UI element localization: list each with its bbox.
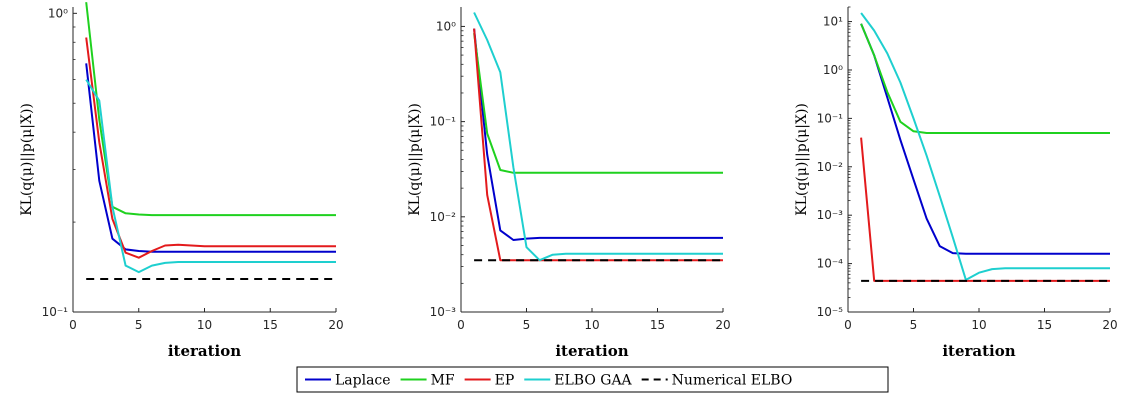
y-tick-label: 10⁻² <box>817 160 844 174</box>
x-tick-label: 15 <box>1037 318 1052 332</box>
series-line-ep <box>85 37 336 259</box>
series-line-mf <box>860 23 1110 134</box>
y-tick-label: 10⁻² <box>430 210 457 224</box>
x-axis-label: iteration <box>942 342 1015 360</box>
x-tick-label: 0 <box>69 318 77 332</box>
series-line-ep <box>860 137 1110 282</box>
y-tick-label: 10⁻³ <box>430 305 457 319</box>
legend-label: EP <box>495 373 515 389</box>
y-tick-label: 10¹ <box>823 15 843 29</box>
x-tick-label: 0 <box>844 318 852 332</box>
x-tick-label: 5 <box>135 318 143 332</box>
y-tick-label: 10⁻¹ <box>42 305 69 319</box>
y-tick-label: 10⁻⁵ <box>817 305 844 319</box>
x-tick-label: 20 <box>715 318 730 332</box>
series-line-laplace <box>85 63 336 253</box>
legend-label: ELBO GAA <box>554 373 632 389</box>
y-axis-label: KL(q(μ)||p(μ|X)) <box>19 103 35 216</box>
subplot-3: 0 5 10 15 20 10⁻⁵ 10⁻⁴ 10⁻³ 10⁻² 10⁻¹ 10⁰ 10¹ iterat… <box>794 6 1118 360</box>
y-axis-label: KL(q(μ)||p(μ|X)) <box>407 103 423 216</box>
x-axis-label: iteration <box>555 342 628 360</box>
x-tick-label: 15 <box>263 318 278 332</box>
series-line-laplace <box>473 28 723 241</box>
legend: Laplace MF EP ELBO GAA Numerical ELBO <box>296 366 889 393</box>
series-line-elbo-gaa <box>860 12 1110 281</box>
subplot-2: 0 5 10 15 20 10⁻³ 10⁻² 10⁻¹ 10⁰ iteration KL(q(μ)|… <box>407 7 731 360</box>
subplot-1: 0 5 10 15 20 10⁻¹ 10⁰ iteration KL(q(μ)||p(μ|X)) <box>19 2 344 360</box>
y-tick-label: 10⁻¹ <box>817 111 844 125</box>
series-line-laplace <box>860 23 1110 255</box>
y-tick-label: 10⁰ <box>436 19 456 33</box>
legend-label: MF <box>431 373 455 389</box>
y-axis-label: KL(q(μ)||p(μ|X)) <box>794 103 810 216</box>
x-tick-label: 20 <box>1102 318 1117 332</box>
x-tick-label: 20 <box>328 318 343 332</box>
series-line-mf <box>85 2 336 217</box>
series-line-mf <box>473 32 723 174</box>
y-tick-label: 10⁻⁴ <box>817 257 844 271</box>
x-tick-label: 10 <box>197 318 212 332</box>
x-tick-label: 0 <box>457 318 465 332</box>
y-tick-label: 10⁰ <box>823 63 843 77</box>
legend-box <box>296 366 889 393</box>
y-tick-label: 10⁰ <box>48 6 68 20</box>
x-tick-label: 5 <box>910 318 918 332</box>
series-line-elbo-gaa <box>85 79 336 274</box>
series-line-elbo-gaa <box>473 12 723 262</box>
series-line-ep <box>473 28 723 262</box>
legend-label: Laplace <box>335 373 391 389</box>
y-tick-label: 10⁻¹ <box>430 115 457 129</box>
legend-label: Numerical ELBO <box>672 373 793 389</box>
x-tick-label: 15 <box>650 318 665 332</box>
y-tick-label: 10⁻³ <box>817 208 844 222</box>
x-tick-label: 10 <box>584 318 599 332</box>
x-axis-label: iteration <box>168 342 241 360</box>
x-tick-label: 10 <box>971 318 986 332</box>
x-tick-label: 5 <box>523 318 531 332</box>
